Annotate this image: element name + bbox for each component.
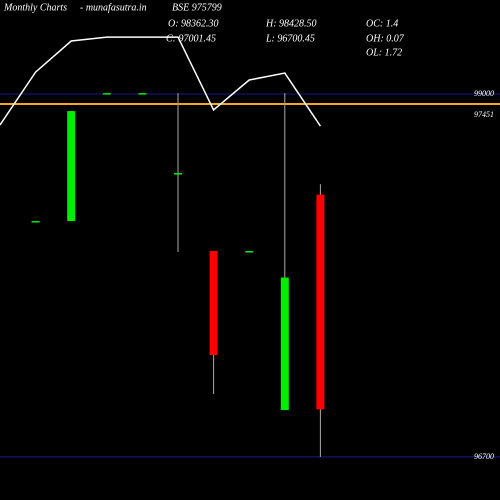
candle-body (31, 221, 40, 223)
stat: OL: 1.72 (366, 47, 402, 58)
candle-body (174, 173, 182, 175)
stat: L: 96700.45 (265, 33, 315, 44)
candle-body (316, 194, 325, 410)
candle-body (67, 111, 76, 222)
overlay-line (0, 36, 322, 127)
chart-title: Monthly Charts (3, 2, 67, 13)
candle-body (245, 251, 254, 253)
price-line-label: 97451 (474, 110, 494, 119)
stat: H: 98428.50 (265, 18, 317, 29)
stat: OH: 0.07 (366, 33, 405, 44)
y-tick-label: 99000 (474, 89, 494, 98)
candle-body (209, 251, 218, 356)
source: - munafasutra.in (80, 2, 147, 13)
candle-body (102, 93, 111, 95)
stat: OC: 1.4 (366, 18, 398, 29)
candle-body (138, 93, 147, 95)
symbol: BSE 975799 (172, 2, 222, 13)
y-tick-label: 96700 (474, 452, 494, 461)
stat: O: 98362.30 (168, 18, 219, 29)
candle-body (280, 277, 289, 411)
stat: C: 97001.45 (166, 33, 216, 44)
